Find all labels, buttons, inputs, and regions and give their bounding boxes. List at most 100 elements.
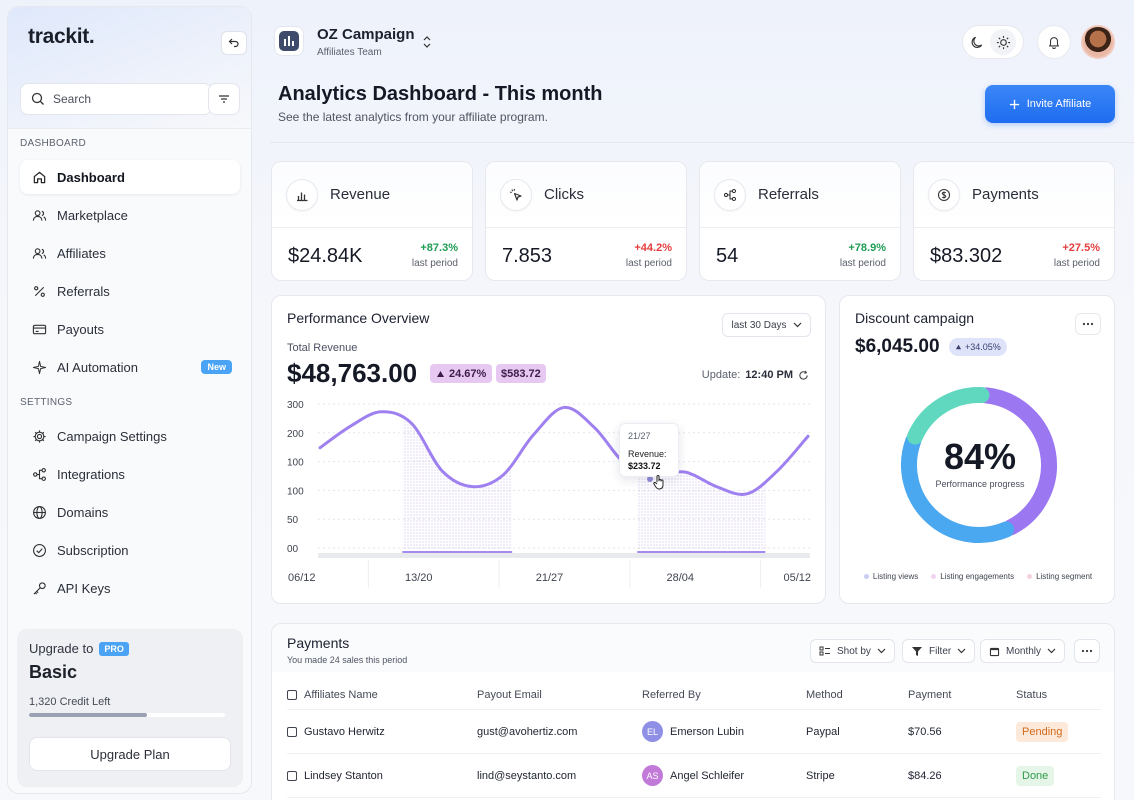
theme-toggle[interactable] [962,25,1024,59]
x-tick-label: 28/04 [666,572,694,584]
affiliate-cell: Lindsey Stanton [287,770,477,782]
column-header: Payout Email [477,688,542,701]
stat-card-header: Revenue [272,162,472,228]
filter-button[interactable]: Filter [902,639,976,663]
sidebar-item-label: Referrals [57,283,110,299]
donut-segment [901,433,1015,543]
triangle-up-icon [437,370,444,377]
sidebar-item-campaign-settings[interactable]: Campaign Settings [20,419,240,453]
home-icon [33,171,46,183]
sort-by-label: Shot by [837,645,871,657]
sparkle-icon [32,360,47,374]
sidebar-header: trackit. [8,7,251,129]
stat-period: last period [839,258,886,269]
performance-line-chart: 300 200 100 100 50 00 06/12 13/20 21/27 28/04 05/1… [287,400,811,588]
donut-segment [907,387,990,445]
payments-subtitle: You made 24 sales this period [287,655,408,665]
chevron-down-icon [1047,648,1056,654]
upgrade-title-text: Upgrade to [29,641,94,656]
more-horizontal-icon [1082,322,1094,326]
x-tick-label: 05/12 [783,572,811,584]
sidebar-item-integrations[interactable]: Integrations [20,457,240,491]
stat-label: Revenue [330,186,391,203]
status-badge: Done [1016,765,1055,786]
sidebar-item-payouts[interactable]: Payouts [20,312,240,346]
bell-icon [1049,37,1059,49]
hand-cursor-icon [653,475,664,490]
stat-card-revenue: Revenue $24.84K +87.3% last period [271,161,473,281]
chevron-up-down-icon[interactable] [421,35,433,49]
discount-more-button[interactable] [1075,313,1101,335]
sidebar-item-label: Subscription [57,542,129,558]
sidebar: trackit. DASHBOARD Dashboard Marketplace… [7,6,252,794]
y-tick-label: 00 [287,544,299,555]
payment-method: Paypal [806,725,840,738]
invite-affiliate-button[interactable]: Invite Affiliate [985,85,1115,123]
monthly-dropdown[interactable]: Monthly [980,639,1066,663]
current-plan: Basic [29,662,78,682]
sun-toggle[interactable] [990,29,1017,55]
select-all-checkbox[interactable] [287,689,297,700]
legend-label: Listing segment [1036,572,1093,581]
sidebar-item-affiliates[interactable]: Affiliates [20,236,240,270]
sidebar-item-referrals[interactable]: Referrals [20,274,240,308]
payout-email: lind@seystanto.com [477,769,577,782]
sidebar-item-ai-automation[interactable]: AI Automation New [20,350,240,384]
search-input[interactable] [53,92,193,106]
notifications-button[interactable] [1037,25,1071,59]
performance-overview-card: Performance Overview last 30 Days Total … [271,295,826,604]
credit-progress-bar [29,713,225,717]
tooltip-date: 21/27 [628,431,651,441]
row-checkbox[interactable] [287,770,297,781]
sort-by-button[interactable]: Shot by [810,639,895,663]
stat-card-clicks: Clicks 7.853 +44.2% last period [485,161,687,281]
sidebar-item-api-keys[interactable]: API Keys [20,571,240,605]
refresh-icon[interactable] [798,370,809,381]
collapse-sidebar-button[interactable] [221,31,247,55]
tooltip-label: Revenue: [628,449,667,459]
column-header: Affiliates Name [287,689,477,701]
referrer-cell: EL Emerson Lubin [642,721,806,742]
table-row[interactable]: Lindsey Stanton lind@seystanto.com AS Ang… [287,754,1101,798]
column-header: Method [806,688,843,701]
sidebar-item-marketplace[interactable]: Marketplace [20,198,240,232]
moon-icon[interactable] [970,35,985,50]
credit-progress-fill [29,713,147,717]
sidebar-item-label: AI Automation [57,359,138,375]
stat-card-header: Clicks [486,162,686,228]
y-tick-label: 100 [287,458,304,469]
upgrade-plan-button[interactable]: Upgrade Plan [29,737,231,771]
y-tick-label: 50 [287,515,299,526]
update-time: 12:40 PM [745,369,793,381]
payout-email: gust@avohertiz.com [477,725,578,738]
gear-icon [33,429,46,443]
legend-swatch [1027,574,1033,579]
triangle-up-icon [955,344,962,350]
search-box[interactable] [20,83,212,115]
affiliate-name: Gustavo Herwitz [304,725,385,738]
x-axis-bar [318,553,810,558]
discount-value: $6,045.00 [855,336,940,357]
stat-value: $24.84K [288,245,363,267]
globe-icon [33,505,46,519]
sidebar-item-domains[interactable]: Domains [20,495,240,529]
referrer-avatar: EL [642,721,663,742]
chart-tooltip: 21/27 Revenue: $233.72 [619,423,679,477]
sidebar-filter-button[interactable] [208,83,240,115]
user-avatar[interactable] [1081,25,1115,59]
sidebar-item-subscription[interactable]: Subscription [20,533,240,567]
row-checkbox[interactable] [287,726,297,737]
stat-card-header: Referrals [700,162,900,228]
stat-period: last period [1053,258,1100,269]
status-badge: Pending [1016,721,1069,742]
table-row[interactable]: Gustavo Herwitz gust@avohertiz.com EL Eme… [287,710,1101,754]
campaign-title[interactable]: OZ Campaign [317,26,415,43]
performance-donut-chart [901,387,1057,543]
card-icon [32,324,47,334]
date-range-dropdown[interactable]: last 30 Days [722,313,811,337]
filter-label: Filter [929,645,952,657]
credit-left: 1,320 Credit Left [29,696,111,708]
affiliate-name: Lindsey Stanton [304,769,383,782]
sidebar-item-dashboard[interactable]: Dashboard [20,160,240,194]
payments-more-button[interactable] [1074,639,1100,663]
